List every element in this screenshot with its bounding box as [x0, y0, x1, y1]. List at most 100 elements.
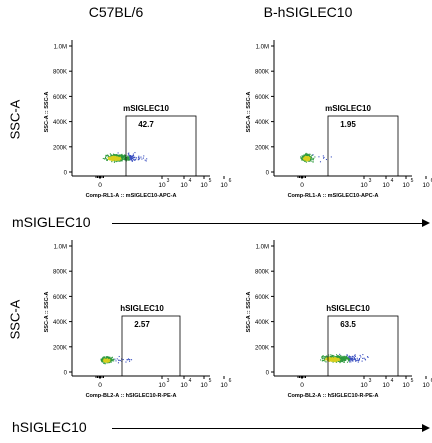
scatter-point [320, 359, 322, 361]
scatter-point [337, 356, 340, 359]
scatter-point [337, 355, 339, 357]
scatter-point [309, 153, 311, 155]
scatter-point [353, 358, 355, 360]
scatter-point [115, 161, 117, 163]
scatter-point [129, 154, 132, 157]
scatter-point [305, 160, 307, 162]
scatter-point [338, 360, 340, 362]
scatter-point [114, 157, 116, 159]
scatter-point [108, 156, 111, 158]
scatter-point [109, 156, 111, 158]
flow-plot-bhsiglec10-msiglec10: 0200K400K600K800K1.0M0103104105106Comp-R… [246, 40, 432, 199]
scatter-point [341, 357, 344, 359]
scatter-point [127, 157, 129, 159]
x-tick-label: 10 [382, 382, 390, 389]
scatter-point [104, 358, 106, 360]
scatter-point [330, 357, 332, 359]
scatter-point [308, 159, 310, 161]
scatter-point [300, 158, 303, 160]
scatter-point [110, 361, 112, 363]
scatter-point [361, 360, 363, 362]
scatter-point [354, 355, 356, 357]
scatter-point [305, 158, 307, 160]
x-tick-label: 10 [220, 182, 228, 189]
scatter-point [345, 358, 347, 360]
y-tick-label: 0 [64, 171, 68, 177]
scatter-point [102, 357, 104, 359]
scatter-point [324, 359, 326, 361]
scatter-point [343, 357, 345, 360]
scatter-point [129, 158, 131, 160]
scatter-point [119, 156, 121, 158]
scatter-point [116, 160, 118, 162]
scatter-point [331, 359, 333, 361]
y-tick-label: 1.0M [256, 245, 269, 251]
scatter-point [332, 360, 334, 362]
scatter-point [134, 159, 136, 161]
scatter-point [120, 155, 122, 157]
scatter-point [120, 159, 122, 161]
scatter-point [124, 156, 126, 158]
scatter-point [104, 360, 106, 362]
x-tick-exponent: 6 [229, 178, 232, 184]
x-tick-label: 10 [158, 182, 166, 189]
scatter-point [109, 356, 111, 359]
scatter-point [307, 160, 309, 162]
y-tick-label: 400K [255, 320, 269, 326]
gate-percent: 1.95 [340, 120, 356, 129]
scatter-point [356, 359, 358, 362]
scatter-point [336, 356, 338, 358]
scatter-point [325, 358, 327, 360]
scatter-point [334, 358, 336, 361]
scatter-point [109, 358, 111, 360]
scatter-point [348, 355, 350, 357]
scatter-point [119, 160, 121, 162]
scatter-point [111, 156, 113, 158]
scatter-point [113, 156, 115, 158]
x-tick-label: 10 [402, 382, 410, 389]
scatter-point [348, 357, 350, 359]
scatter-point [105, 359, 107, 361]
scatter-point [112, 155, 114, 157]
scatter-point [122, 358, 124, 361]
scatter-point [334, 359, 336, 361]
scatter-point [113, 155, 115, 157]
scatter-point [308, 159, 311, 161]
scatter-point [347, 356, 349, 358]
scatter-point [111, 155, 113, 157]
scatter-point [103, 359, 105, 361]
axis-caption-msiglec10: mSIGLEC10 [12, 214, 91, 230]
gate-name: hSIGLEC10 [326, 304, 370, 313]
x-axis-title: Comp-RL1-A :: mSIGLEC10-APC-A [288, 193, 379, 199]
scatter-point [345, 356, 347, 358]
scatter-point [121, 159, 123, 161]
scatter-point [303, 159, 305, 161]
scatter-point [304, 160, 306, 162]
scatter-point [108, 356, 110, 358]
scatter-point [117, 157, 119, 159]
scatter-point [328, 358, 331, 360]
x-tick-label: 10 [360, 182, 368, 189]
scatter-point [117, 152, 119, 154]
scatter-point [109, 159, 111, 161]
x-tick-exponent: 4 [189, 378, 192, 384]
scatter-point [338, 359, 340, 361]
scatter-point [132, 157, 134, 159]
scatter-point [307, 157, 309, 159]
scatter-point [329, 359, 331, 362]
scatter-point [129, 156, 131, 158]
scatter-point [367, 356, 369, 358]
scatter-point [131, 155, 133, 157]
scatter-point [344, 355, 346, 357]
scatter-point [310, 160, 312, 162]
scatter-point [121, 155, 123, 157]
scatter-point [329, 356, 332, 359]
scatter-point [328, 357, 330, 359]
x-tick-label: 10 [180, 182, 188, 189]
scatter-point [113, 360, 115, 362]
scatter-point [308, 160, 310, 162]
scatter-point [348, 356, 350, 358]
y-tick-label: 800K [255, 70, 269, 76]
y-tick-label: 800K [255, 270, 269, 276]
